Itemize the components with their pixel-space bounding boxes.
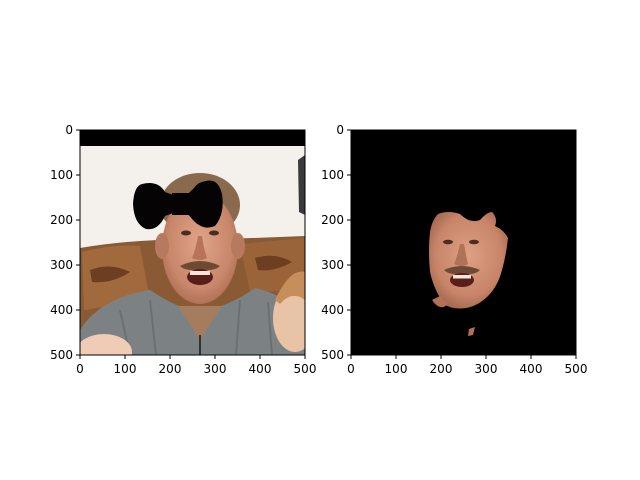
- y-tick-label: 200: [321, 213, 344, 227]
- y-tick-label: 200: [50, 213, 73, 227]
- eye-right: [209, 231, 219, 236]
- x-tick-label: 200: [430, 362, 453, 376]
- ear-right: [231, 233, 245, 259]
- y-tick-label: 0: [65, 123, 73, 137]
- top-black-band: [80, 130, 305, 146]
- picture-frame: [298, 155, 305, 215]
- ear-left: [155, 233, 169, 259]
- x-tick-label: 200: [159, 362, 182, 376]
- x-tick-label: 100: [114, 362, 137, 376]
- teeth: [190, 271, 210, 275]
- x-tick-label: 0: [76, 362, 84, 376]
- x-tick-label: 100: [385, 362, 408, 376]
- x-tick-label: 300: [204, 362, 227, 376]
- photo-image: [76, 130, 317, 370]
- y-tick-label: 100: [50, 168, 73, 182]
- y-tick-label: 500: [50, 348, 73, 362]
- y-tick-label: 300: [321, 258, 344, 272]
- y-tick-label: 0: [336, 123, 344, 137]
- mask-image: [351, 130, 576, 355]
- y-tick-label: 500: [321, 348, 344, 362]
- y-tick-label: 100: [321, 168, 344, 182]
- x-tick-label: 400: [520, 362, 543, 376]
- y-tick-label: 300: [50, 258, 73, 272]
- mask-eye-right: [469, 240, 479, 245]
- y-tick-label: 400: [321, 303, 344, 317]
- x-tick-label: 500: [565, 362, 588, 376]
- x-tick-label: 0: [347, 362, 355, 376]
- x-tick-label: 500: [294, 362, 317, 376]
- mask-eye-left: [443, 240, 453, 245]
- x-tick-label: 300: [475, 362, 498, 376]
- mask-teeth: [453, 275, 471, 279]
- eye-left: [181, 231, 191, 236]
- x-tick-label: 400: [249, 362, 272, 376]
- y-tick-label: 400: [50, 303, 73, 317]
